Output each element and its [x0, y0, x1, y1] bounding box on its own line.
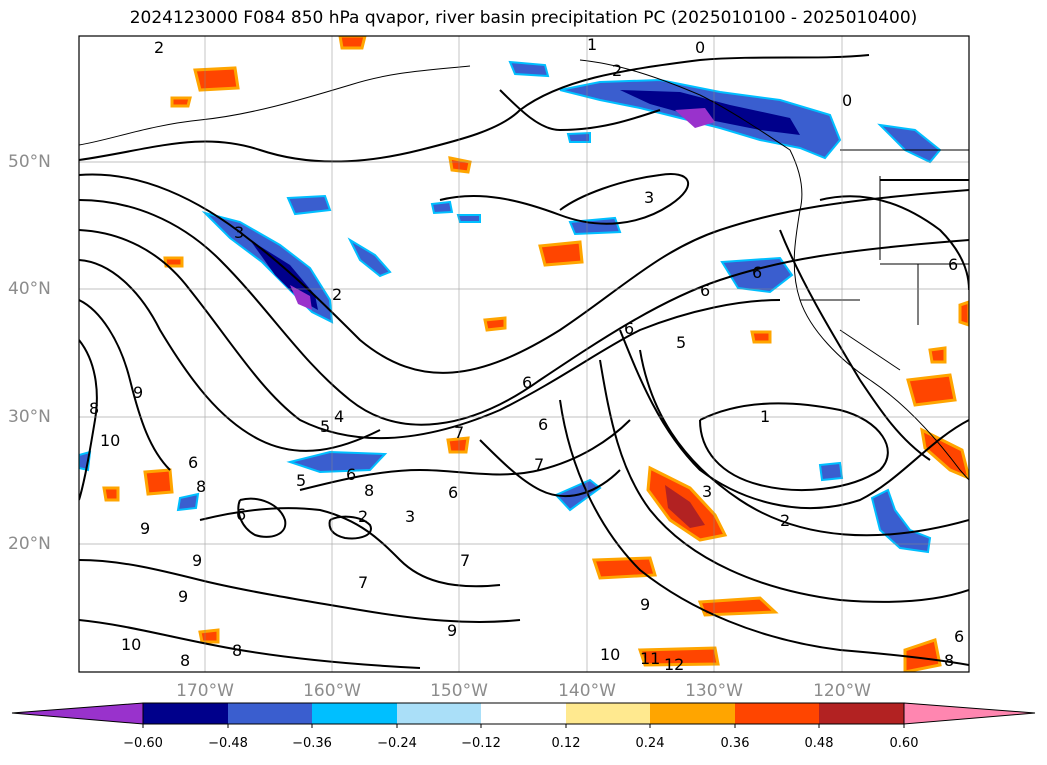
contour-label: 6	[948, 255, 958, 274]
graticule	[79, 36, 969, 672]
contour-label: 9	[140, 519, 150, 538]
contour-label: 1	[760, 407, 770, 426]
lon-label-160w: 160°W	[303, 681, 361, 701]
contour-label: 11	[640, 649, 660, 668]
colorbar-tick: −0.60	[123, 736, 163, 751]
contour-label: 6	[954, 627, 964, 646]
contour-label: 9	[133, 383, 143, 402]
lon-label-140w: 140°W	[558, 681, 616, 701]
contour-label: 7	[534, 455, 544, 474]
colorbar-tick: 0.36	[720, 736, 750, 751]
contour-label: 2	[612, 61, 622, 80]
lon-label-170w: 170°W	[176, 681, 234, 701]
contour-label: 6	[700, 281, 710, 300]
contour-label: 9	[192, 551, 202, 570]
contour-label: 7	[358, 573, 368, 592]
lon-label-150w: 150°W	[430, 681, 488, 701]
contour-label: 5	[320, 417, 330, 436]
colorbar-bin	[312, 703, 397, 724]
contour-label: 3	[702, 482, 712, 501]
contour-label: 6	[538, 415, 548, 434]
colorbar-bin	[228, 703, 312, 724]
lat-label-20n: 20°N	[8, 534, 51, 554]
coastlines	[79, 59, 969, 481]
contour-label: 6	[752, 263, 762, 282]
contour-label: 8	[232, 641, 242, 660]
contour-label: 3	[644, 188, 654, 207]
colorbar-tick: 0.12	[551, 736, 581, 751]
contour-label: 2	[358, 507, 368, 526]
colorbar-bin	[566, 703, 650, 724]
contour-label: 8	[944, 651, 954, 670]
contour-label: 7	[454, 423, 464, 442]
map-title: 2024123000 F084 850 hPa qvapor, river ba…	[129, 8, 918, 28]
colorbar-tick: −0.48	[208, 736, 248, 751]
contour-label: 2	[780, 511, 790, 530]
colorbar	[11, 702, 1036, 728]
contour-label: 6	[188, 453, 198, 472]
colorbar-bin	[397, 703, 481, 724]
colorbar-tick: −0.36	[292, 736, 332, 751]
colorbar-min-extend	[11, 702, 144, 725]
contour-label: 8	[364, 481, 374, 500]
contour-label: 5	[296, 471, 306, 490]
contour-label: 8	[89, 399, 99, 418]
positive-pc-shading	[102, 36, 969, 672]
lat-label-30n: 30°N	[8, 407, 51, 427]
contour-label: 6	[522, 373, 532, 392]
contour-label: 9	[178, 587, 188, 606]
contour-label: 0	[842, 91, 852, 110]
colorbar-bin	[650, 703, 735, 724]
contour-label: 6	[448, 483, 458, 502]
colorbar-bin	[143, 703, 228, 724]
contour-label: 9	[640, 595, 650, 614]
contour-label: 10	[100, 431, 120, 450]
lon-label-120w: 120°W	[813, 681, 871, 701]
lat-label-40n: 40°N	[8, 279, 51, 299]
contour-labels: 2 1 0 2 0 3 3 2 6 6 6 5 6 9 8 10 6 5 4 7…	[89, 35, 964, 674]
colorbar-bin	[735, 703, 819, 724]
contour-label: 8	[196, 477, 206, 496]
colorbar-tick: 0.24	[635, 736, 665, 751]
qvapor-contours	[79, 54, 969, 669]
colorbar-tick: −0.24	[377, 736, 417, 751]
contour-label: 7	[460, 551, 470, 570]
colorbar-max-extend	[903, 702, 1036, 725]
contour-label: 6	[346, 465, 356, 484]
colorbar-tick: 0.48	[804, 736, 834, 751]
contour-label: 0	[695, 38, 705, 57]
contour-label: 8	[180, 651, 190, 670]
colorbar-bin	[481, 703, 566, 724]
contour-label: 10	[121, 635, 141, 654]
negative-pc-shading	[79, 60, 942, 554]
contour-label: 10	[600, 645, 620, 664]
contour-label: 6	[624, 319, 634, 338]
contour-label: 12	[664, 655, 684, 674]
contour-label: 1	[587, 35, 597, 54]
colorbar-bin	[819, 703, 904, 724]
contour-label: 3	[405, 507, 415, 526]
contour-label: 2	[332, 285, 342, 304]
lat-label-50n: 50°N	[8, 152, 51, 172]
contour-label: 4	[334, 407, 344, 426]
colorbar-tick: 0.60	[889, 736, 919, 751]
contour-label: 5	[676, 333, 686, 352]
contour-label: 3	[234, 223, 244, 242]
contour-label: 9	[447, 621, 457, 640]
contour-label: 2	[154, 38, 164, 57]
colorbar-tick: −0.12	[461, 736, 501, 751]
lon-label-130w: 130°W	[685, 681, 743, 701]
contour-label: 6	[236, 505, 246, 524]
